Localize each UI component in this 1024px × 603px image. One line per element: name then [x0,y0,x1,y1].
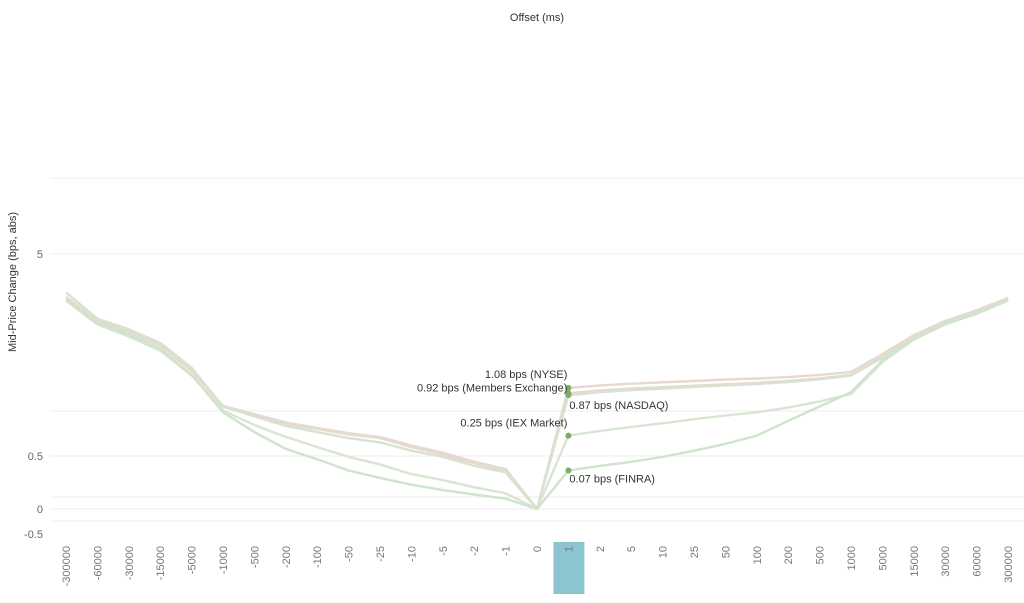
highlight-column[interactable] [553,542,585,594]
marker-finra [565,467,572,474]
series-line-finra [65,297,1009,511]
series-line-iex-market [65,299,1009,511]
annotation-label: 0.25 bps (IEX Market) [460,418,567,430]
x-tick-label: -15000 [155,546,167,580]
x-tick-label: -5 [438,546,450,556]
x-tick-label: 200 [783,546,795,564]
marker-iex-market [565,432,572,439]
series-lines [65,291,1009,511]
x-tick-label: 60000 [972,546,984,577]
chart-title: Offset (ms) [510,12,564,24]
x-tick-label: 0 [532,546,544,552]
x-tick-label: 15000 [909,546,921,577]
annotations: 1.08 bps (NYSE)0.92 bps (Members Exchang… [417,369,668,486]
x-tick-label: 10 [658,546,670,558]
x-tick-label: -10 [406,546,418,562]
annotation-label: 1.08 bps (NYSE) [485,369,568,381]
y-tick-label: 0.5 [28,451,43,463]
marker-nyse [565,384,572,391]
x-tick-label: -25 [375,546,387,562]
series-markers [565,384,572,474]
x-tick-label: 25 [689,546,701,558]
x-highlight[interactable] [553,542,585,594]
x-tick-label: 5 [626,546,638,552]
x-tick-label: -30000 [124,546,136,580]
x-tick-label: 30000 [940,546,952,577]
gridlines [50,177,1024,522]
x-tick-label: -500 [249,546,261,568]
series-line-nyse [65,295,1009,511]
x-axis-ticks: -300000 -60000 -30000 -15000 -5000 -1000 -500-… [61,546,1015,586]
y-tick-label: 0 [37,504,43,516]
x-tick-label: -300000 [61,546,73,586]
x-tick-label: -1000 [218,546,230,574]
y-tick-label: 5 [37,249,43,261]
x-tick-label: -60000 [92,546,104,580]
annotation-label: 0.07 bps (FINRA) [569,474,655,486]
x-tick-label: 1000 [846,546,858,570]
x-tick-label: -100 [312,546,324,568]
annotation-label: 0.92 bps (Members Exchange) [417,382,567,394]
x-tick-label: 2 [595,546,607,552]
x-tick-label: -5000 [187,546,199,574]
y-tick-label: -0.5 [24,529,43,541]
x-tick-label: -200 [281,546,293,568]
annotation-label: 0.87 bps (NASDAQ) [569,400,668,412]
x-tick-label: 50 [720,546,732,558]
x-tick-label: 500 [815,546,827,564]
x-tick-label: -50 [344,546,356,562]
marker-nasdaq [565,392,572,399]
x-tick-label: 5000 [877,546,889,570]
series-line-nasdaq [65,291,1009,511]
x-tick-label: 100 [752,546,764,564]
series-line-members-exchange [65,297,1009,511]
x-tick-label: 1 [563,546,575,552]
y-axis-ticks: 5 0.5 0 -0.5 [24,249,43,541]
x-tick-label: -2 [469,546,481,556]
x-tick-label: -1 [501,546,513,556]
x-tick-label: 300000 [1003,546,1015,583]
y-axis-title: Mid-Price Change (bps, abs) [7,212,19,352]
